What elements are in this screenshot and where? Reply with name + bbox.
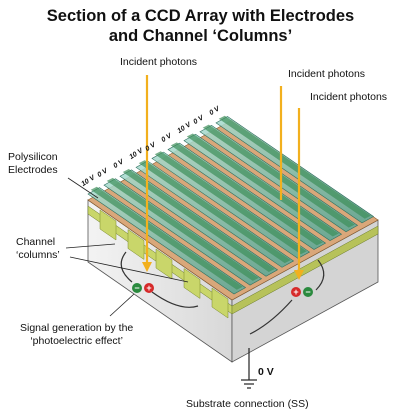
electrode-ridge-5 — [154, 151, 307, 255]
positive-charge-left-sign: + — [146, 283, 151, 293]
photon-arrows — [142, 75, 304, 280]
channel-column-2 — [127, 229, 145, 260]
label-channel-line2: ‘columns’ — [16, 249, 60, 261]
motion-arrow-left-down — [151, 291, 199, 308]
motion-arrow-left-up — [120, 251, 133, 283]
label-incident-photons-2: Incident photons — [288, 68, 366, 80]
electrode-ridge-6 — [170, 142, 323, 246]
photon-arrowhead-3 — [294, 270, 304, 280]
electrode-ridge-7 — [186, 133, 339, 237]
label-signal-line1: Signal generation by the — [20, 322, 134, 334]
photon-arrowhead-1 — [142, 262, 152, 272]
charge-carriers: − + + − — [132, 283, 313, 297]
positive-charge-right-sign: + — [293, 287, 298, 297]
negative-charge-right-sign: − — [305, 287, 310, 297]
channel-column-1 — [99, 209, 117, 241]
label-substrate-connection: Substrate connection (SS) — [186, 398, 309, 410]
label-channel-line1: Channel — [16, 236, 56, 248]
channel-columns — [99, 209, 229, 319]
label-signal-line2: ‘photoelectric effect’ — [30, 335, 123, 347]
negative-charge-left — [132, 283, 142, 293]
positive-charge-right — [291, 287, 301, 297]
ground-connection — [241, 348, 257, 389]
carrier-motion-arrows — [120, 251, 325, 335]
channel-column-5 — [211, 287, 229, 319]
negative-charge-right — [303, 287, 313, 297]
electrode-ridge-9 — [218, 115, 371, 219]
leader-polysilicon — [67, 177, 99, 199]
leader-channel-2 — [69, 256, 189, 283]
label-signal-generation: Signal generation by the ‘photoelectric … — [20, 322, 133, 348]
electrode-ridge-4 — [138, 160, 291, 264]
label-incident-photons-3: Incident photons — [310, 91, 388, 103]
electrode-ridge-1 — [90, 186, 243, 290]
motion-arrow-right-up — [315, 259, 325, 291]
negative-charge-left-sign: − — [134, 283, 139, 293]
label-incident-photons-1: Incident photons — [120, 56, 198, 68]
title-line-2: and Channel ‘Columns’ — [108, 27, 293, 45]
channel-layer-right — [231, 225, 379, 315]
page-title: Section of a CCD Array with Electrodes a… — [0, 6, 401, 46]
polysilicon-electrodes — [87, 115, 375, 295]
title-line-1: Section of a CCD Array with Electrodes — [46, 7, 355, 25]
label-polysilicon-line2: Electrodes — [8, 164, 58, 176]
electrode-ridge-8 — [202, 124, 355, 228]
positive-charge-left — [144, 283, 154, 293]
electrode-ridge-2 — [106, 177, 259, 281]
leader-signal — [109, 293, 135, 317]
leader-lines — [65, 177, 189, 317]
motion-arrow-right-down — [249, 299, 293, 335]
label-polysilicon: Polysilicon Electrodes — [8, 151, 58, 177]
label-ground-voltage: 0 V — [258, 366, 274, 378]
label-channel-columns: Channel ‘columns’ — [16, 236, 60, 262]
electrode-ridge-3 — [122, 169, 275, 273]
leader-channel-1 — [65, 243, 116, 249]
label-polysilicon-line1: Polysilicon — [8, 151, 58, 163]
